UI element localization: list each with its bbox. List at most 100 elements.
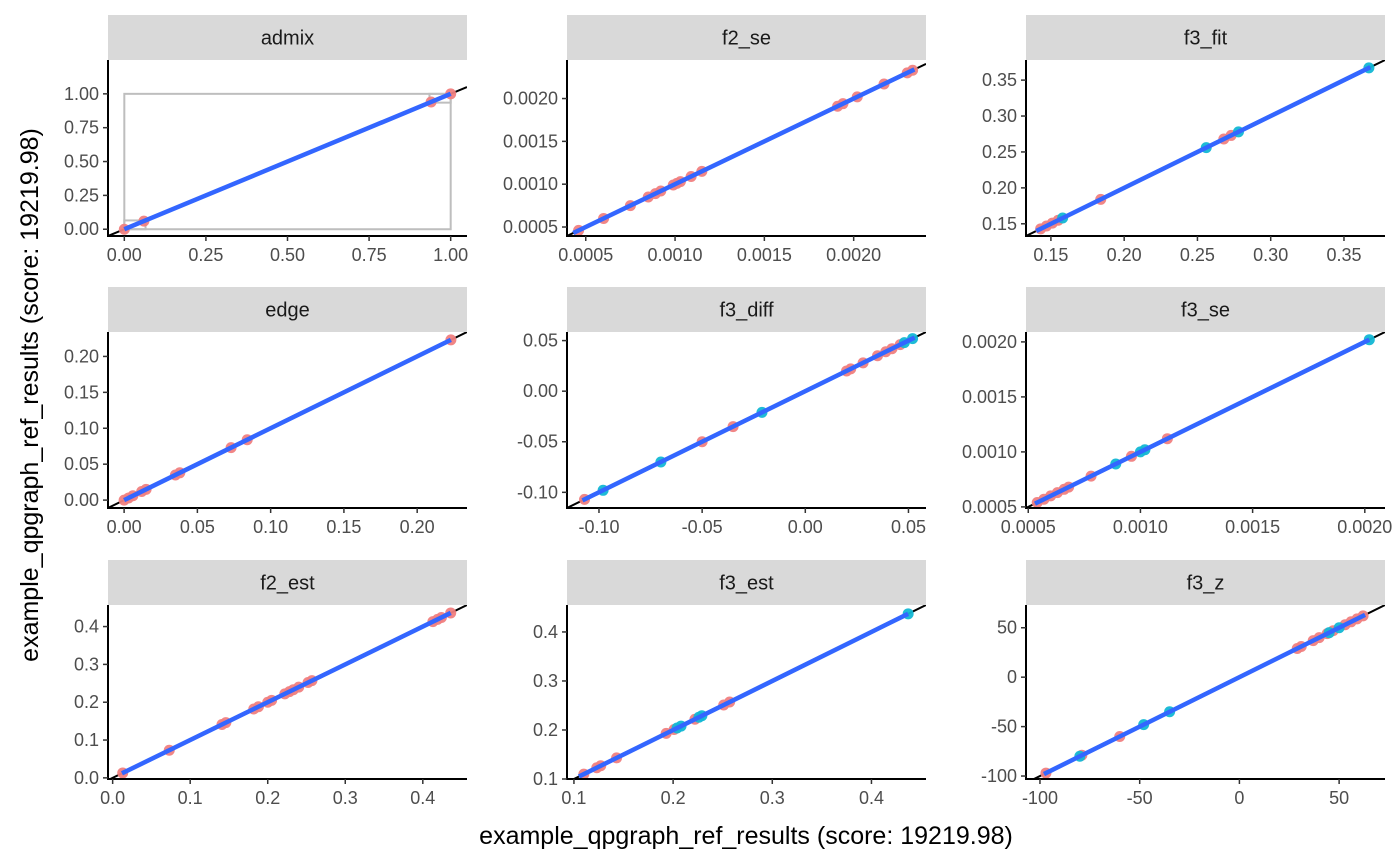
y-tick-label: -0.10 [517,482,558,502]
facet-strip-label: f3_est [719,573,774,595]
y-tick-label: 0.0015 [962,387,1017,407]
y-tick-label: 0.0015 [503,131,558,151]
panel-f3-diff: f3_diff -0.10 -0.05 0.00 0.05 -0.10 -0.05 0.00 0… [517,287,926,537]
fit-line [572,67,916,236]
facet-strip [567,15,926,60]
y-tick-label: 0.00 [523,381,558,401]
x-tick-label: 0.25 [188,245,223,265]
x-tick-label: 0.30 [1253,245,1288,265]
x-tick-label: 0.00 [107,245,142,265]
x-tick-label: 0.0015 [1225,517,1280,537]
x-tick-label: 0.0015 [737,245,792,265]
x-tick-label: -50 [1127,788,1153,808]
x-tick-label: 0.15 [1033,245,1068,265]
y-tick-label: 0.20 [982,178,1017,198]
x-tick-label: 0.3 [760,788,785,808]
panel-f2-est: f2_est 0.0 0.1 0.2 0.3 0.4 0.0 0.1 0.2 0.3 0.4 [74,560,467,808]
y-tick-label: 0.2 [533,720,558,740]
x-tick-label: 0.20 [1107,245,1142,265]
fit-line [1042,612,1367,777]
panel-f3-fit: f3_fit 0.15 0.20 0.25 0.30 0.35 0.15 0.20 0.25 0.… [982,15,1385,265]
x-tick-label: 0.00 [107,517,142,537]
facet-strip [108,560,467,605]
facet-strip-label: f2_se [722,28,771,50]
fit-line [581,335,916,503]
panel-plot-area [1026,60,1385,236]
facet-strip [1026,15,1385,60]
y-tick-label: 0.3 [533,671,558,691]
x-tick-label: 0.00 [788,517,823,537]
range-rect [123,92,452,231]
facet-strip [108,15,467,60]
y-tick-label: 0.25 [64,185,99,205]
y-tick-label: 50 [997,618,1017,638]
y-tick-label: 0.05 [523,331,558,351]
x-tick-label: 0.0020 [826,245,881,265]
x-tick-label: 0.20 [400,517,435,537]
y-tick-label: 0.15 [982,214,1017,234]
panel-plot-area [567,62,926,236]
x-tick-label: 0.2 [255,788,280,808]
panel-plot-area [1031,605,1385,779]
x-tick-label: 0.3 [333,788,358,808]
x-tick-label: 0.4 [859,788,884,808]
x-tick-label: 0.05 [180,517,215,537]
y-tick-label: 0.0020 [503,89,558,109]
facet-strip [1026,287,1385,332]
fit-line [1033,337,1371,506]
facet-strip-label: admix [261,28,314,50]
y-tick-label: 0.20 [64,346,99,366]
x-tick-label: 0.0 [100,788,125,808]
panel-plot-area [108,332,467,508]
x-tick-label: -0.10 [578,517,619,537]
facet-strip [567,287,926,332]
x-tick-label: 0.0020 [1337,517,1392,537]
y-tick-label: 0.05 [64,454,99,474]
x-tick-label: 1.00 [433,245,468,265]
x-tick-label: 0.75 [352,245,387,265]
x-tick-label: 0.15 [326,517,361,537]
x-tick-label: 0.0005 [558,245,613,265]
y-tick-label: -50 [991,717,1017,737]
y-tick-label: 0.0005 [503,217,558,237]
y-tick-label: 0.4 [74,617,99,637]
x-tick-label: -100 [1022,788,1058,808]
panel-plot-area [1026,332,1385,508]
y-tick-label: 0.0020 [962,332,1017,352]
x-tick-label: 0.35 [1326,245,1361,265]
facet-strip-label: f2_est [260,573,315,595]
panel-f3-est: f3_est 0.1 0.2 0.3 0.4 0.1 0.2 0.3 0.4 [533,560,926,808]
y-tick-label: 0.0010 [962,442,1017,462]
facet-strip [1026,560,1385,605]
x-tick-label: 0.0005 [1001,517,1056,537]
y-axis-title: example_qpgraph_ref_results (score: 1921… [16,128,44,662]
x-tick-label: 0.2 [661,788,686,808]
y-tick-label: 0.2 [74,692,99,712]
fit-line [123,337,452,503]
panel-plot-area [567,332,926,508]
y-tick-label: 1.00 [64,84,99,104]
y-tick-label: 0.0010 [503,174,558,194]
y-tick-label: -0.05 [517,432,558,452]
panel-admix: admix 0.00 0.25 0.50 0.75 1.00 0.00 0.25 0.50 0.7… [64,15,468,265]
y-tick-label: -100 [981,766,1017,786]
y-tick-label: 0 [1007,667,1017,687]
x-tick-label: 0.1 [178,788,203,808]
x-axis-title: example_qpgraph_ref_results (score: 1921… [479,822,1013,850]
y-tick-label: 0.35 [982,70,1017,90]
facet-strip-label: f3_fit [1184,28,1228,50]
facet-strip-label: f3_z [1187,573,1225,595]
y-tick-label: 0.1 [533,769,558,789]
facet-strip [108,287,467,332]
panel-edge: edge 0.00 0.05 0.10 0.15 0.20 0.00 0.05 0.10 0.15… [64,287,467,537]
x-tick-label: 0.05 [891,517,926,537]
y-tick-label: 0.3 [74,654,99,674]
x-tick-label: -0.05 [682,517,723,537]
x-tick-label: 0.0010 [1113,517,1168,537]
y-tick-label: 0.0005 [962,497,1017,517]
fit-line [1035,65,1372,233]
x-tick-label: 0.0010 [648,245,703,265]
panel-f2-se: f2_se 0.0005 0.0010 0.0015 0.0020 0.0005 0.001… [503,15,926,265]
